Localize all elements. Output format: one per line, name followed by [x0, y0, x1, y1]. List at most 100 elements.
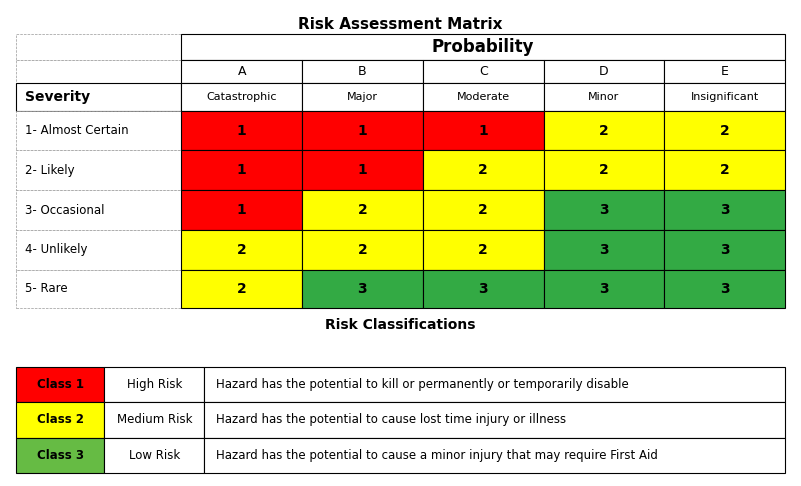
Text: 3: 3 [357, 282, 367, 296]
FancyBboxPatch shape [104, 367, 204, 402]
Text: 1: 1 [237, 203, 247, 217]
FancyBboxPatch shape [544, 230, 664, 270]
FancyBboxPatch shape [664, 270, 785, 308]
FancyBboxPatch shape [181, 190, 302, 230]
FancyBboxPatch shape [423, 111, 544, 151]
FancyBboxPatch shape [302, 111, 423, 151]
FancyBboxPatch shape [181, 83, 302, 111]
FancyBboxPatch shape [302, 190, 423, 230]
Text: High Risk: High Risk [127, 378, 182, 391]
Text: 3: 3 [720, 203, 730, 217]
FancyBboxPatch shape [16, 230, 181, 270]
Text: 4- Unlikely: 4- Unlikely [26, 243, 88, 256]
Text: Medium Risk: Medium Risk [117, 414, 192, 426]
FancyBboxPatch shape [181, 270, 302, 308]
FancyBboxPatch shape [16, 83, 181, 111]
FancyBboxPatch shape [544, 151, 664, 190]
FancyBboxPatch shape [181, 60, 302, 83]
FancyBboxPatch shape [181, 151, 302, 190]
Text: D: D [599, 65, 609, 78]
Text: 1: 1 [237, 123, 247, 138]
Text: 1: 1 [237, 163, 247, 177]
FancyBboxPatch shape [204, 438, 785, 473]
Text: Low Risk: Low Risk [129, 449, 180, 462]
Text: 3: 3 [720, 243, 730, 257]
FancyBboxPatch shape [664, 190, 785, 230]
Text: 2: 2 [720, 123, 730, 138]
Text: A: A [237, 65, 246, 78]
FancyBboxPatch shape [664, 60, 785, 83]
Text: 2: 2 [478, 163, 488, 177]
Text: Risk Assessment Matrix: Risk Assessment Matrix [298, 17, 503, 32]
FancyBboxPatch shape [16, 34, 181, 60]
FancyBboxPatch shape [423, 151, 544, 190]
FancyBboxPatch shape [16, 111, 181, 151]
Text: 2: 2 [357, 243, 368, 257]
Text: 1: 1 [357, 163, 368, 177]
FancyBboxPatch shape [544, 83, 664, 111]
FancyBboxPatch shape [181, 111, 302, 151]
FancyBboxPatch shape [544, 111, 664, 151]
FancyBboxPatch shape [423, 230, 544, 270]
Text: 3: 3 [478, 282, 488, 296]
FancyBboxPatch shape [181, 34, 785, 60]
Text: Catastrophic: Catastrophic [207, 92, 277, 102]
Text: 2: 2 [357, 203, 368, 217]
Text: Class 3: Class 3 [37, 449, 84, 462]
FancyBboxPatch shape [423, 60, 544, 83]
Text: 1: 1 [357, 123, 368, 138]
FancyBboxPatch shape [302, 230, 423, 270]
FancyBboxPatch shape [423, 83, 544, 111]
FancyBboxPatch shape [544, 190, 664, 230]
Text: Severity: Severity [26, 90, 91, 104]
FancyBboxPatch shape [664, 111, 785, 151]
Text: 2- Likely: 2- Likely [26, 164, 74, 177]
FancyBboxPatch shape [302, 60, 423, 83]
Text: 2: 2 [478, 203, 488, 217]
Text: E: E [721, 65, 729, 78]
FancyBboxPatch shape [423, 190, 544, 230]
Text: 5- Rare: 5- Rare [26, 282, 68, 295]
Text: Class 1: Class 1 [37, 378, 84, 391]
FancyBboxPatch shape [664, 151, 785, 190]
FancyBboxPatch shape [664, 230, 785, 270]
Text: Probability: Probability [432, 38, 534, 56]
FancyBboxPatch shape [16, 438, 104, 473]
FancyBboxPatch shape [181, 230, 302, 270]
FancyBboxPatch shape [204, 367, 785, 402]
Text: Moderate: Moderate [457, 92, 509, 102]
FancyBboxPatch shape [544, 60, 664, 83]
Text: 1: 1 [478, 123, 488, 138]
Text: 1- Almost Certain: 1- Almost Certain [26, 124, 129, 137]
FancyBboxPatch shape [16, 270, 181, 308]
Text: Class 2: Class 2 [37, 414, 84, 426]
FancyBboxPatch shape [16, 190, 181, 230]
Text: B: B [358, 65, 367, 78]
Text: 2: 2 [599, 123, 609, 138]
Text: 3- Occasional: 3- Occasional [26, 204, 105, 217]
Text: 2: 2 [237, 282, 247, 296]
FancyBboxPatch shape [16, 402, 104, 438]
FancyBboxPatch shape [104, 438, 204, 473]
FancyBboxPatch shape [16, 151, 181, 190]
Text: 2: 2 [237, 243, 247, 257]
Text: Hazard has the potential to cause a minor injury that may require First Aid: Hazard has the potential to cause a mino… [216, 449, 658, 462]
Text: Minor: Minor [588, 92, 619, 102]
FancyBboxPatch shape [664, 83, 785, 111]
FancyBboxPatch shape [423, 270, 544, 308]
FancyBboxPatch shape [204, 402, 785, 438]
Text: 3: 3 [599, 282, 609, 296]
FancyBboxPatch shape [302, 83, 423, 111]
FancyBboxPatch shape [302, 151, 423, 190]
Text: C: C [479, 65, 488, 78]
Text: 3: 3 [720, 282, 730, 296]
FancyBboxPatch shape [16, 60, 181, 83]
Text: 2: 2 [720, 163, 730, 177]
FancyBboxPatch shape [544, 270, 664, 308]
Text: Risk Classifications: Risk Classifications [325, 318, 476, 332]
Text: Major: Major [347, 92, 378, 102]
Text: 2: 2 [478, 243, 488, 257]
FancyBboxPatch shape [16, 367, 104, 402]
FancyBboxPatch shape [302, 270, 423, 308]
FancyBboxPatch shape [104, 402, 204, 438]
